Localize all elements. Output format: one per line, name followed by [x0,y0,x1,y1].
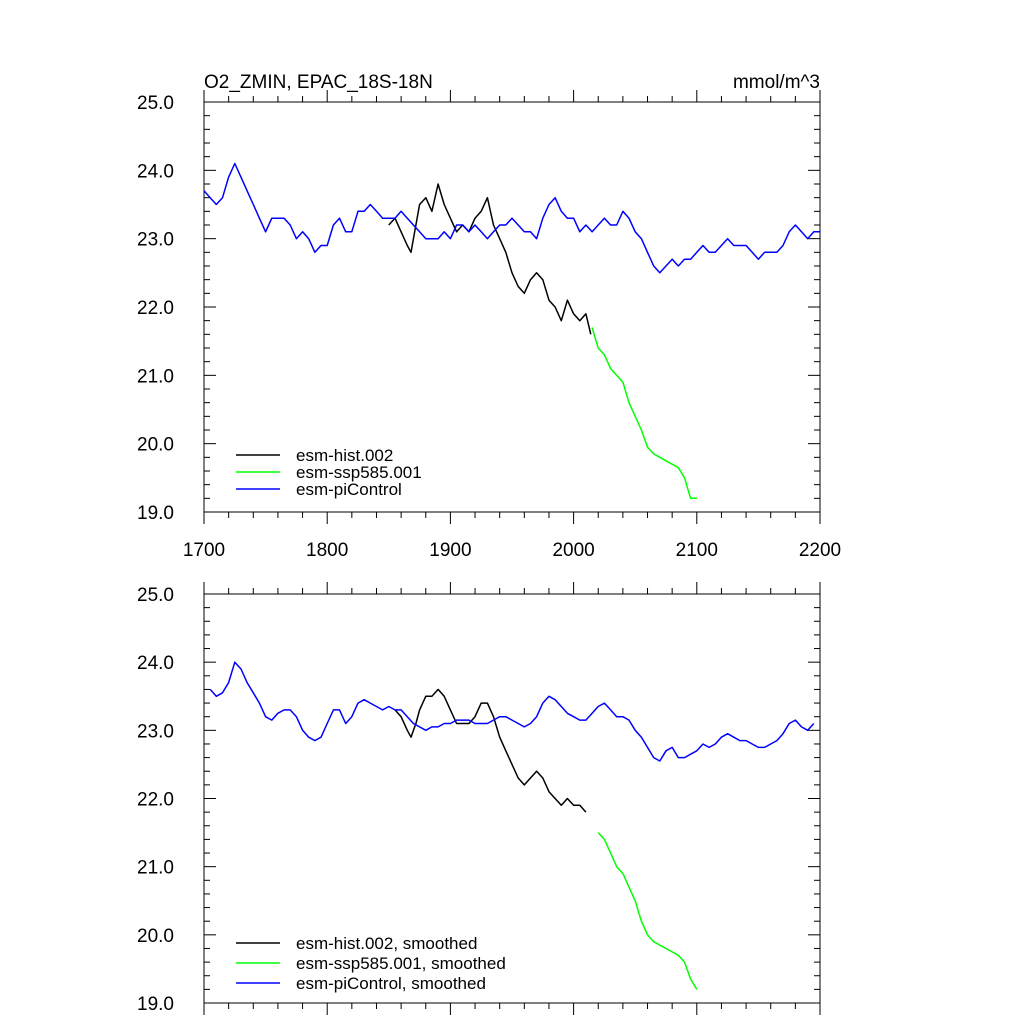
legend-label-0: esm-hist.002 [296,446,393,465]
y-tick-label: 19.0 [137,994,174,1015]
series-line-2 [203,162,820,274]
y-tick-label: 23.0 [137,721,174,742]
y-tick-label: 25.0 [137,93,174,114]
legend-label-1: esm-ssp585.001, smoothed [296,954,506,973]
legend-label-2: esm-piControl, smoothed [296,974,486,993]
x-tick-label: 1700 [183,540,225,561]
panel-title-left: O2_ZMIN, EPAC_18S-18N [204,72,433,93]
x-tick-label: 1800 [306,540,348,561]
top-panel: 19.0 20.0 21.0 22.0 23.0 24.0 25.0 1700 1800 1900… [137,90,841,561]
y-tick-label: 22.0 [137,298,174,319]
panel-title-right: mmol/m^3 [733,72,820,93]
series-line-0 [388,183,592,335]
x-tick-label: 2200 [799,540,841,561]
y-tick-label: 19.0 [137,503,174,524]
y-tick-label: 20.0 [137,926,174,947]
y-tick-label: 21.0 [137,858,174,879]
x-tick-label: 2100 [676,540,718,561]
series-line-1 [591,327,697,500]
x-tick-label: 1900 [429,540,471,561]
y-tick-label: 24.0 [137,653,174,674]
bottom-panel: 19.0 20.0 21.0 22.0 23.0 24.0 25.0 esm-hist.002… [137,582,821,1015]
x-tick-label: 2000 [552,540,594,561]
y-tick-label: 20.0 [137,435,174,456]
legend-label-0: esm-hist.002, smoothed [296,934,477,953]
legend-label-2: esm-piControl [296,480,402,499]
y-tick-label: 24.0 [137,161,174,182]
series-line-0 [394,688,587,813]
y-tick-label: 21.0 [137,366,174,387]
legend-label-1: esm-ssp585.001 [296,463,422,482]
series-line-1 [597,832,698,990]
y-tick-label: 25.0 [137,585,174,606]
y-tick-label: 22.0 [137,790,174,811]
y-tick-label: 23.0 [137,230,174,251]
series-line-2 [209,661,815,762]
